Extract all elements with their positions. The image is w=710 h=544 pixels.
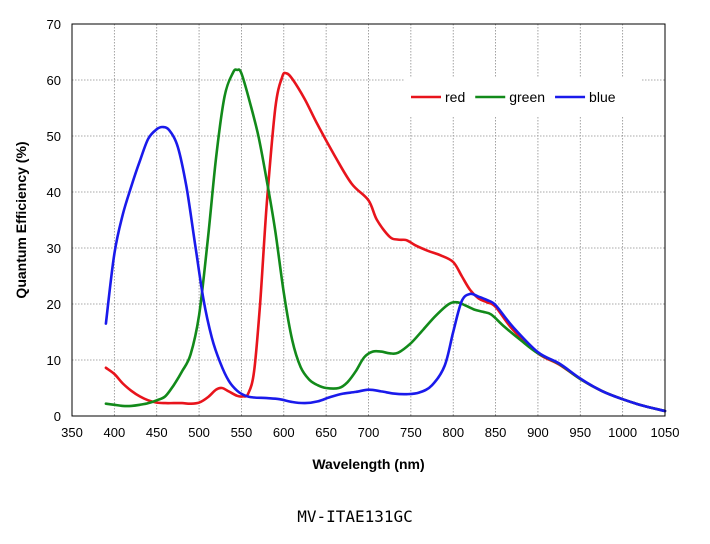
- x-tick-label: 950: [569, 425, 591, 440]
- plot-frame: [71, 23, 666, 417]
- x-tick-label: 350: [61, 425, 83, 440]
- grid: [72, 24, 665, 416]
- legend-box: [404, 78, 642, 116]
- y-axis-label: Quantum Efficiency (%): [13, 141, 29, 298]
- series-red-line: [104, 71, 667, 413]
- legend-label-blue: blue: [589, 89, 616, 105]
- y-tick-label: 40: [47, 185, 61, 200]
- legend-label-green: green: [509, 89, 545, 105]
- series-green-line: [104, 68, 667, 413]
- y-tick-label: 0: [54, 409, 61, 424]
- y-tick-label: 50: [47, 129, 61, 144]
- x-tick-label: 1050: [651, 425, 680, 440]
- y-tick-label: 70: [47, 17, 61, 32]
- x-tick-label: 650: [315, 425, 337, 440]
- x-tick-label: 850: [485, 425, 507, 440]
- x-tick-label: 700: [358, 425, 380, 440]
- legend-label-red: red: [445, 89, 465, 105]
- x-tick-label: 800: [442, 425, 464, 440]
- model-caption: MV-ITAE131GC: [297, 507, 413, 526]
- y-tick-labels: 0 10 20 30 40 50 60 70: [47, 17, 61, 424]
- qe-chart: 350 400 450 500 550 600 650 700 750 800 850 900 950 1…: [13, 17, 679, 472]
- legend: red green blue: [404, 78, 642, 116]
- y-tick-label: 20: [47, 297, 61, 312]
- series-layer: [104, 68, 667, 413]
- x-axis-label: Wavelength (nm): [312, 456, 424, 472]
- x-tick-label: 500: [188, 425, 210, 440]
- series-blue-line: [104, 125, 667, 413]
- y-tick-label: 10: [47, 353, 61, 368]
- x-tick-label: 600: [273, 425, 295, 440]
- x-tick-label: 900: [527, 425, 549, 440]
- x-tick-labels: 350 400 450 500 550 600 650 700 750 800 850 900 950 1…: [61, 425, 679, 440]
- y-tick-label: 60: [47, 73, 61, 88]
- x-tick-label: 450: [146, 425, 168, 440]
- x-tick-label: 1000: [608, 425, 637, 440]
- x-tick-label: 750: [400, 425, 422, 440]
- x-tick-label: 400: [104, 425, 126, 440]
- y-tick-label: 30: [47, 241, 61, 256]
- x-tick-label: 550: [231, 425, 253, 440]
